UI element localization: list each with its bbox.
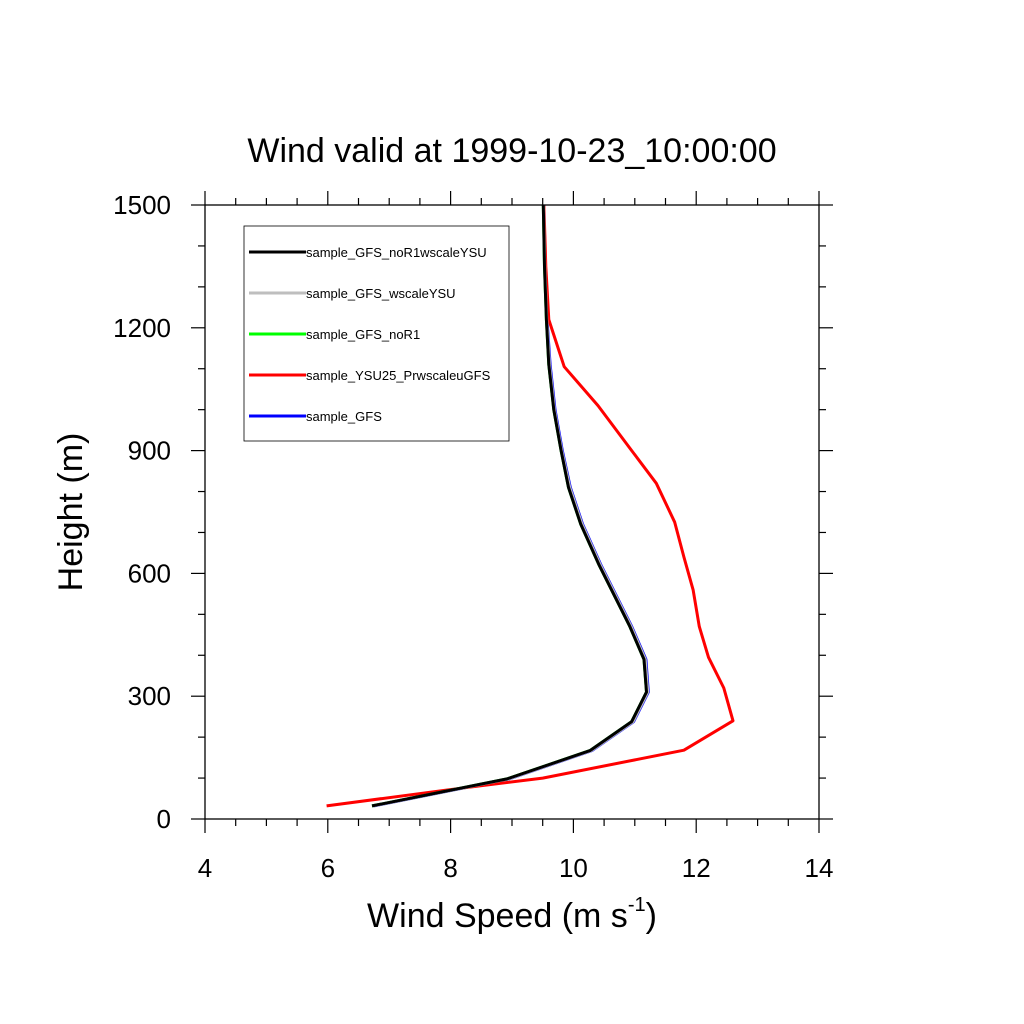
legend-label: sample_GFS_noR1: [306, 327, 420, 342]
y-tick-label: 1200: [113, 313, 171, 343]
x-tick-labels: 4 6 8 10 12 14: [198, 853, 834, 883]
legend-label: sample_GFS: [306, 409, 382, 424]
legend-label: sample_YSU25_PrwscaleuGFS: [306, 368, 491, 383]
y-tick-label: 900: [128, 436, 171, 466]
y-tick-label: 0: [157, 804, 171, 834]
y-tick-labels: 0 300 600 900 1200 1500: [113, 190, 171, 834]
x-axis-label: Wind Speed (m s-1): [367, 894, 657, 935]
chart-title: Wind valid at 1999-10-23_10:00:00: [247, 132, 776, 170]
x-axis-label-close: ): [646, 897, 657, 935]
x-tick-label: 6: [321, 853, 335, 883]
y-axis-label: Height (m): [52, 433, 90, 592]
x-tick-label: 10: [559, 853, 588, 883]
x-tick-label: 4: [198, 853, 212, 883]
series-line-sample_YSU25_PrwscaleuGFS: [326, 204, 735, 808]
legend: sample_GFS_noR1wscaleYSU sample_GFS_wscal…: [243, 225, 510, 442]
x-tick-label: 14: [805, 853, 834, 883]
y-tick-label: 300: [128, 681, 171, 711]
ticks-layer: [191, 191, 833, 833]
y-tick-label: 1500: [113, 190, 171, 220]
series-line-sample_GFS_noR1wscaleYSU: [371, 204, 648, 808]
series-layer: [326, 204, 735, 808]
x-axis-label-main: Wind Speed (m s: [367, 897, 628, 935]
x-tick-label: 8: [443, 853, 457, 883]
legend-entries: sample_GFS_noR1wscaleYSU sample_GFS_wscal…: [249, 245, 491, 424]
x-axis-label-superscript: -1: [628, 894, 646, 916]
x-tick-label: 12: [682, 853, 711, 883]
legend-label: sample_GFS_wscaleYSU: [306, 286, 456, 301]
legend-label: sample_GFS_noR1wscaleYSU: [306, 245, 487, 260]
y-tick-label: 600: [128, 558, 171, 588]
